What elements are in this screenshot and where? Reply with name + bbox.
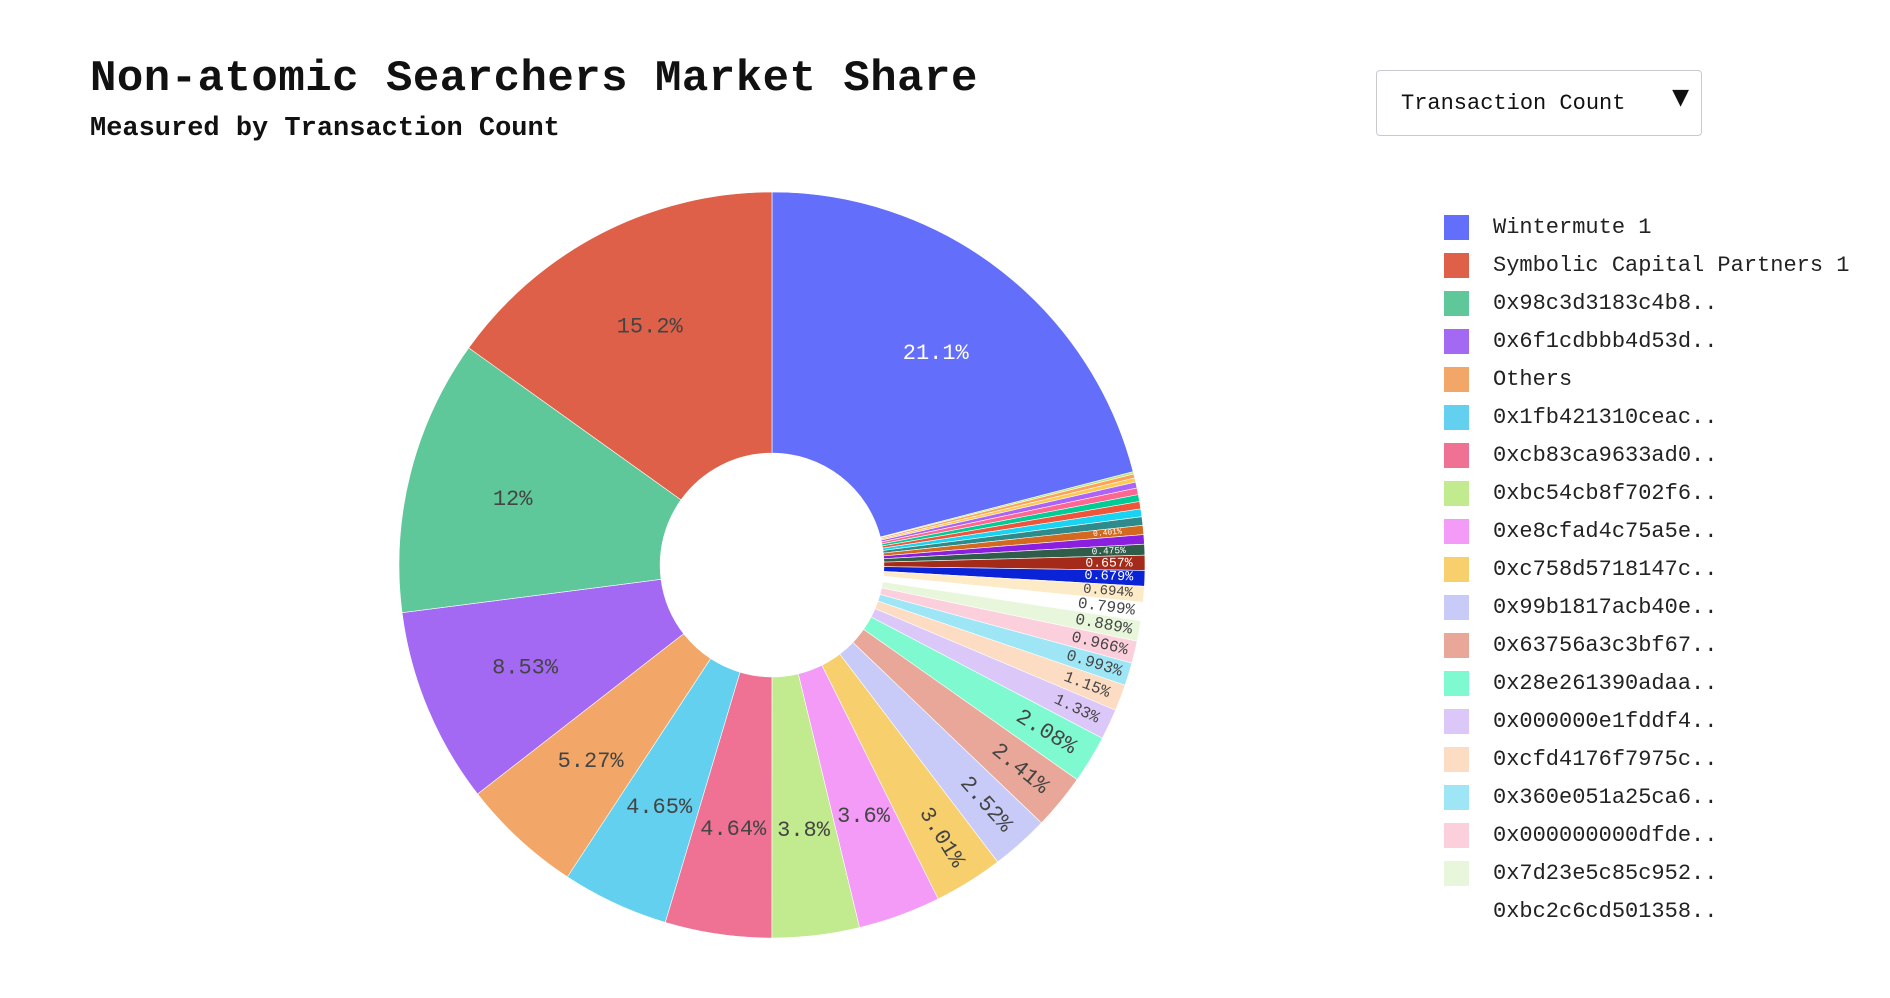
legend-item[interactable]: Others bbox=[1440, 360, 1890, 398]
donut-slices bbox=[398, 191, 1146, 939]
legend-item[interactable]: 0x000000000dfde.. bbox=[1440, 816, 1890, 854]
slice-label: 0.657% bbox=[1085, 555, 1132, 570]
legend-item[interactable]: 0x63756a3c3bf67.. bbox=[1440, 626, 1890, 664]
slice-label: 3.6% bbox=[837, 804, 891, 829]
legend-swatch bbox=[1444, 898, 1469, 924]
slice-label: 15.2% bbox=[617, 315, 684, 340]
slice-label: 0.679% bbox=[1084, 569, 1134, 586]
legend-swatch bbox=[1444, 670, 1469, 696]
slice-label: 8.53% bbox=[492, 655, 559, 680]
pie-slice[interactable] bbox=[401, 578, 685, 795]
chart-legend: Wintermute 1 Symbolic Capital Partners 1 0… bbox=[1440, 208, 1890, 942]
metric-dropdown-value: Transaction Count bbox=[1401, 90, 1626, 116]
chart-subtitle: Measured by Transaction Count bbox=[90, 114, 560, 144]
legend-label: 0xcb83ca9633ad0.. bbox=[1493, 442, 1718, 468]
legend-label: 0x000000000dfde.. bbox=[1493, 822, 1718, 848]
legend-swatch bbox=[1444, 632, 1469, 658]
legend-label: Wintermute 1 bbox=[1493, 214, 1652, 240]
legend-label: 0x99b1817acb40e.. bbox=[1493, 594, 1718, 620]
legend-swatch bbox=[1444, 214, 1469, 240]
dropdown-arrow-icon: ▼ bbox=[1672, 85, 1689, 110]
slice-label: 0.475% bbox=[1091, 545, 1126, 557]
legend-swatch bbox=[1444, 784, 1469, 810]
legend-swatch bbox=[1444, 822, 1469, 848]
slice-label: 0.401% bbox=[1093, 527, 1123, 539]
legend-swatch bbox=[1444, 404, 1469, 430]
legend-item[interactable]: Wintermute 1 bbox=[1440, 208, 1890, 246]
legend-swatch bbox=[1444, 252, 1469, 278]
legend-swatch bbox=[1444, 708, 1469, 734]
pie-slice[interactable] bbox=[398, 347, 682, 614]
legend-swatch bbox=[1444, 480, 1469, 506]
legend-label: Symbolic Capital Partners 1 bbox=[1493, 252, 1850, 278]
legend-label: 0x6f1cdbbb4d53d.. bbox=[1493, 328, 1718, 354]
legend-label: 0xe8cfad4c75a5e.. bbox=[1493, 518, 1718, 544]
legend-label: 0x7d23e5c85c952.. bbox=[1493, 860, 1718, 886]
legend-label: 0x28e261390adaa.. bbox=[1493, 670, 1718, 696]
slice-label: 5.27% bbox=[558, 749, 625, 774]
legend-label: 0xc758d5718147c.. bbox=[1493, 556, 1718, 582]
legend-item[interactable]: 0xcfd4176f7975c.. bbox=[1440, 740, 1890, 778]
legend-label: 0x63756a3c3bf67.. bbox=[1493, 632, 1718, 658]
legend-item[interactable]: 0x6f1cdbbb4d53d.. bbox=[1440, 322, 1890, 360]
pie-slice[interactable] bbox=[771, 191, 1134, 538]
legend-label: 0xcfd4176f7975c.. bbox=[1493, 746, 1718, 772]
legend-swatch bbox=[1444, 366, 1469, 392]
legend-label: 0xbc2c6cd501358.. bbox=[1493, 898, 1718, 924]
legend-item[interactable]: 0xbc54cb8f702f6.. bbox=[1440, 474, 1890, 512]
legend-item[interactable]: 0x360e051a25ca6.. bbox=[1440, 778, 1890, 816]
legend-label: 0x98c3d3183c4b8.. bbox=[1493, 290, 1718, 316]
legend-swatch bbox=[1444, 746, 1469, 772]
legend-swatch bbox=[1444, 290, 1469, 316]
pie-slice[interactable] bbox=[468, 191, 773, 501]
chart-title: Non-atomic Searchers Market Share bbox=[90, 54, 978, 104]
metric-dropdown[interactable]: Transaction Count ▼ bbox=[1376, 70, 1702, 136]
legend-swatch bbox=[1444, 556, 1469, 582]
legend-item[interactable]: 0x28e261390adaa.. bbox=[1440, 664, 1890, 702]
legend-item[interactable]: 0x7d23e5c85c952.. bbox=[1440, 854, 1890, 892]
legend-item[interactable]: 0x98c3d3183c4b8.. bbox=[1440, 284, 1890, 322]
legend-item[interactable]: 0xc758d5718147c.. bbox=[1440, 550, 1890, 588]
legend-item[interactable]: 0xe8cfad4c75a5e.. bbox=[1440, 512, 1890, 550]
legend-item[interactable]: 0x000000e1fddf4.. bbox=[1440, 702, 1890, 740]
legend-item[interactable]: 0xcb83ca9633ad0.. bbox=[1440, 436, 1890, 474]
legend-label: 0x000000e1fddf4.. bbox=[1493, 708, 1718, 734]
slice-label: 0.694% bbox=[1082, 582, 1134, 602]
slice-label: 3.8% bbox=[777, 818, 831, 843]
legend-item[interactable]: 0x1fb421310ceac.. bbox=[1440, 398, 1890, 436]
legend-label: 0xbc54cb8f702f6.. bbox=[1493, 480, 1718, 506]
legend-label: Others bbox=[1493, 366, 1573, 392]
slice-label: 4.64% bbox=[700, 817, 767, 842]
legend-swatch bbox=[1444, 594, 1469, 620]
legend-swatch bbox=[1444, 442, 1469, 468]
legend-swatch bbox=[1444, 328, 1469, 354]
legend-swatch bbox=[1444, 860, 1469, 886]
legend-item[interactable]: 0xbc2c6cd501358.. bbox=[1440, 892, 1890, 930]
slice-label: 21.1% bbox=[903, 341, 970, 366]
legend-label: 0x1fb421310ceac.. bbox=[1493, 404, 1718, 430]
legend-item[interactable]: Symbolic Capital Partners 1 bbox=[1440, 246, 1890, 284]
slice-label: 4.65% bbox=[626, 795, 693, 820]
legend-item[interactable]: 0x99b1817acb40e.. bbox=[1440, 588, 1890, 626]
slice-label: 12% bbox=[493, 487, 533, 512]
legend-swatch bbox=[1444, 518, 1469, 544]
legend-label: 0x360e051a25ca6.. bbox=[1493, 784, 1718, 810]
